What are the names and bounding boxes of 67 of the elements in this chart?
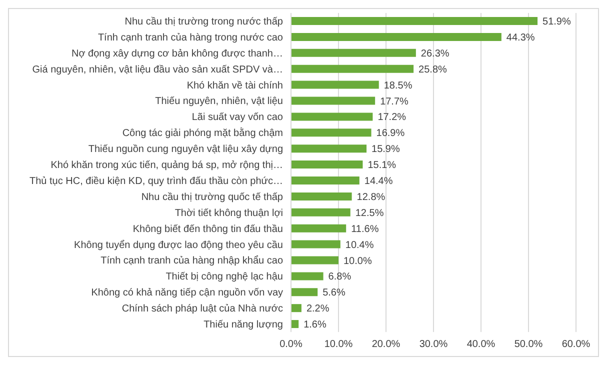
y-tick-label: Thời tiết không thuận lợi	[174, 208, 283, 219]
y-tick-label: Nhu cầu thị trường trong nước thấp	[124, 16, 284, 28]
data-label: 12.5%	[355, 208, 384, 219]
data-label: 2.2%	[306, 304, 330, 315]
bar	[291, 112, 373, 121]
bar	[291, 288, 318, 296]
bar	[291, 16, 538, 25]
data-label: 6.8%	[328, 272, 352, 283]
bar	[291, 320, 299, 328]
bar	[291, 32, 502, 41]
bar	[291, 80, 379, 89]
bar	[291, 128, 372, 137]
data-label: 17.2%	[378, 112, 406, 124]
data-label: 12.8%	[356, 192, 386, 203]
x-tick-label: 50.0%	[514, 339, 543, 350]
data-label: 51.9%	[542, 16, 571, 28]
y-tick-label: Chính sách pháp luật của Nhà nước	[122, 304, 283, 315]
data-label: 10.0%	[344, 256, 372, 267]
bar	[291, 144, 367, 153]
y-tick-label: Giá nguyên, nhiên, vật liệu đầu vào sản xuất SPDV và…	[32, 64, 283, 76]
y-tick-label: Thiếu năng lượng	[204, 320, 283, 331]
bar	[291, 272, 324, 280]
data-label: 11.6%	[351, 224, 379, 235]
y-tick-label: Công tác giải phóng mặt bằng chậm	[122, 127, 283, 140]
data-label: 25.8%	[418, 64, 448, 76]
data-label: 44.3%	[506, 32, 535, 44]
y-tick-label: Thủ tục HC, điều kiện KD, quy trình đấu thầu còn phức…	[30, 176, 283, 187]
data-label: 14.4%	[364, 176, 393, 188]
y-tick-label: Thiết bị công nghệ lạc hậu	[166, 272, 283, 283]
data-label: 15.1%	[368, 160, 396, 172]
y-tick-label: Nợ đọng xây dựng cơ bản không được thanh…	[71, 48, 283, 60]
y-tick-label: Không có khả năng tiếp cận nguồn vốn vay	[91, 288, 283, 299]
x-tick-label: 40.0%	[466, 339, 496, 350]
bar	[291, 176, 360, 184]
bar	[291, 48, 416, 57]
bar	[291, 224, 346, 232]
bar	[291, 64, 414, 73]
y-tick-label: Khó khăn về tài chính	[186, 80, 283, 92]
data-label: 18.5%	[384, 80, 412, 92]
data-label: 5.6%	[322, 288, 346, 299]
x-tick-label: 0.0%	[280, 339, 303, 350]
y-tick-label: Tính cạnh tranh của hàng trong nước cao	[98, 32, 284, 44]
y-tick-label: Thiếu nguyên, nhiên, vật liệu	[155, 96, 283, 108]
bar	[291, 256, 338, 264]
y-tick-label: Không biết đến thông tin đấu thầu	[132, 224, 283, 235]
data-label: 15.9%	[372, 144, 400, 156]
data-label: 17.7%	[380, 96, 409, 108]
x-tick-label: 10.0%	[324, 339, 353, 350]
bar	[291, 240, 340, 248]
data-label: 10.4%	[345, 240, 374, 251]
x-tick-label: 60.0%	[562, 339, 590, 350]
y-tick-label: Lãi suất vay vốn cao	[192, 112, 284, 124]
y-tick-label: Khó khăn trong xúc tiến, quảng bá sp, mở rộng thị…	[50, 160, 283, 172]
bar	[291, 304, 302, 312]
x-tick-label: 20.0%	[372, 339, 400, 350]
data-label: 16.9%	[376, 128, 405, 140]
y-tick-label: Không tuyển dụng được lao động theo yêu cầu	[74, 238, 283, 251]
bar	[291, 160, 363, 169]
y-tick-label: Tính cạnh tranh của hàng nhập khẩu cao	[100, 254, 284, 267]
bar	[291, 208, 350, 216]
y-tick-label: Thiếu nguồn cung nguyên vật liệu xây dựng	[88, 144, 283, 156]
y-tick-label: Nhu cầu thị trường quốc tế thấp	[141, 192, 284, 203]
data-label: 26.3%	[420, 48, 450, 60]
bar	[291, 96, 376, 105]
bar	[291, 192, 352, 200]
data-label: 1.6%	[304, 320, 326, 331]
x-tick-label: 30.0%	[419, 339, 448, 350]
